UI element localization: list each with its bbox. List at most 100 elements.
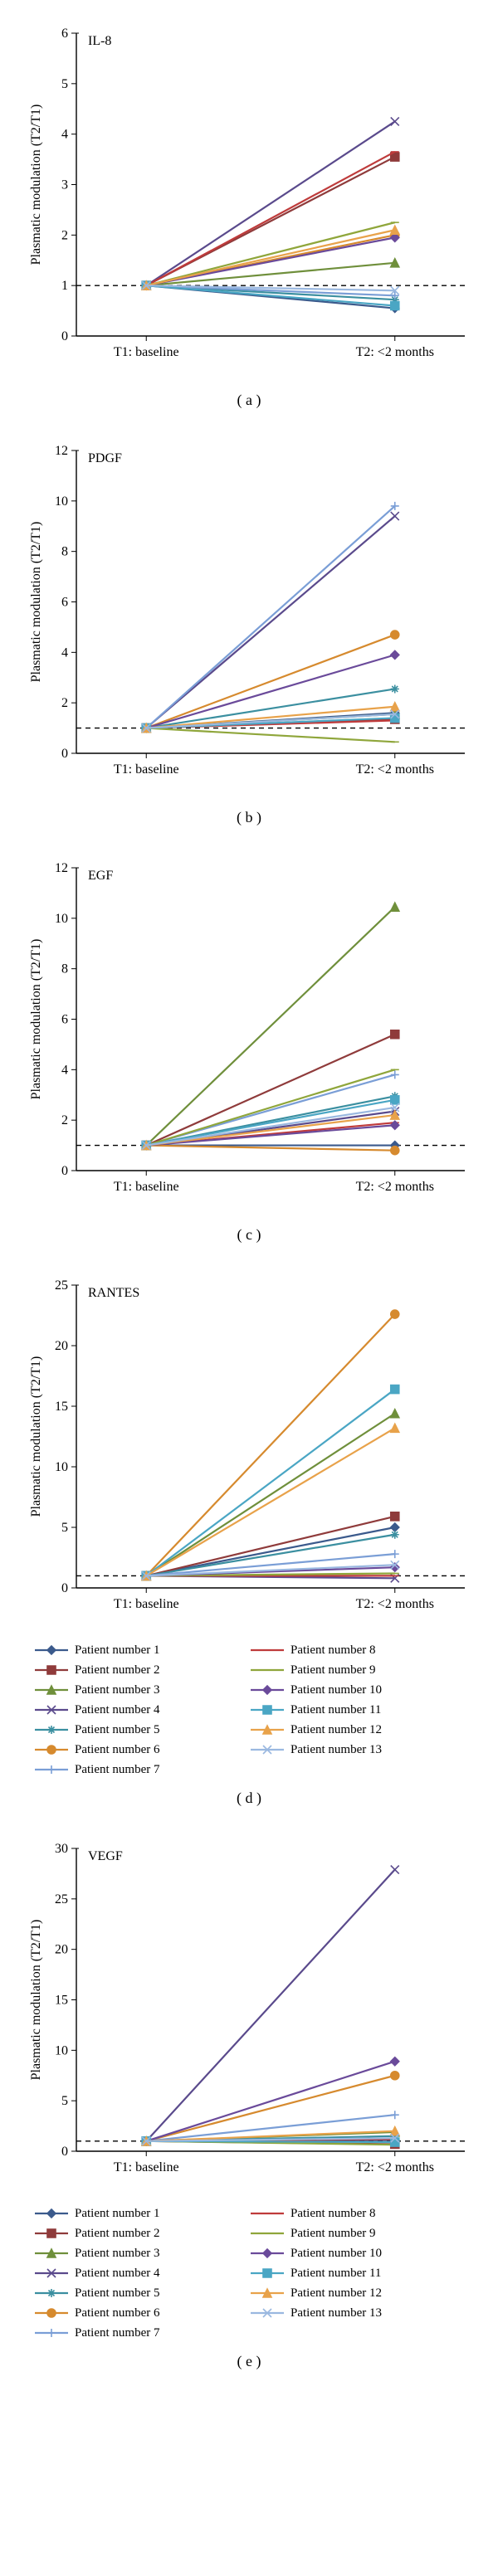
chart-title: EGF bbox=[88, 869, 113, 883]
svg-text:0: 0 bbox=[61, 329, 68, 343]
chart-d: 0510152025T1: baselineT2: <2 monthsPlasm… bbox=[17, 1269, 481, 1634]
legend-label: Patient number 5 bbox=[75, 1723, 159, 1737]
legend-label: Patient number 8 bbox=[290, 1643, 375, 1658]
legend-label: Patient number 7 bbox=[75, 1763, 159, 1777]
chart-a: 0123456T1: baselineT2: <2 monthsPlasmati… bbox=[17, 17, 481, 382]
xtick-t2: T2: <2 months bbox=[356, 345, 434, 359]
xtick-t2: T2: <2 months bbox=[356, 1180, 434, 1194]
svg-text:25: 25 bbox=[55, 1892, 68, 1906]
svg-text:5: 5 bbox=[61, 2094, 68, 2108]
svg-text:10: 10 bbox=[55, 2043, 68, 2057]
legend-label: Patient number 4 bbox=[75, 2267, 159, 2281]
chart-wrap-e: 051015202530T1: baselineT2: <2 monthsPla… bbox=[17, 1832, 481, 2197]
legend-label: Patient number 2 bbox=[75, 1663, 159, 1678]
svg-text:5: 5 bbox=[61, 1521, 68, 1535]
svg-text:0: 0 bbox=[61, 2145, 68, 2159]
legend-item-11: Patient number 11 bbox=[249, 1700, 465, 1720]
caption-d: ( d ) bbox=[8, 1790, 490, 1807]
svg-text:2: 2 bbox=[61, 696, 68, 710]
svg-text:4: 4 bbox=[61, 128, 68, 142]
svg-text:25: 25 bbox=[55, 1278, 68, 1293]
xtick-t1: T1: baseline bbox=[114, 762, 179, 777]
legend-label: Patient number 10 bbox=[290, 1683, 382, 1697]
xtick-t1: T1: baseline bbox=[114, 1597, 179, 1611]
legend-label: Patient number 9 bbox=[290, 2227, 375, 2241]
legend-item-12: Patient number 12 bbox=[249, 1720, 465, 1740]
svg-text:2: 2 bbox=[61, 1113, 68, 1127]
legend-label: Patient number 12 bbox=[290, 1723, 382, 1737]
xtick-t1: T1: baseline bbox=[114, 2160, 179, 2174]
chart-title: IL-8 bbox=[88, 34, 111, 48]
svg-text:0: 0 bbox=[61, 1581, 68, 1595]
legend-item-3: Patient number 3 bbox=[33, 2243, 249, 2263]
xtick-t1: T1: baseline bbox=[114, 1180, 179, 1194]
ylabel: Plasmatic modulation (T2/T1) bbox=[29, 105, 43, 265]
legend-item-4: Patient number 4 bbox=[33, 2263, 249, 2283]
legend-label: Patient number 10 bbox=[290, 2247, 382, 2261]
xtick-t2: T2: <2 months bbox=[356, 762, 434, 777]
svg-text:8: 8 bbox=[61, 545, 68, 559]
legend-item-10: Patient number 10 bbox=[249, 1680, 465, 1700]
legend-item-11: Patient number 11 bbox=[249, 2263, 465, 2283]
legend-label: Patient number 1 bbox=[75, 1643, 159, 1658]
legend-item-8: Patient number 8 bbox=[249, 2203, 465, 2223]
chart-b: 024681012T1: baselineT2: <2 monthsPlasma… bbox=[17, 434, 481, 799]
chart-title: PDGF bbox=[88, 451, 122, 465]
chart-title: VEGF bbox=[88, 1849, 123, 1863]
legend-item-13: Patient number 13 bbox=[249, 2303, 465, 2323]
chart-e: 051015202530T1: baselineT2: <2 monthsPla… bbox=[17, 1832, 481, 2197]
svg-text:0: 0 bbox=[61, 1164, 68, 1178]
svg-text:20: 20 bbox=[55, 1339, 68, 1353]
legend-label: Patient number 9 bbox=[290, 1663, 375, 1678]
svg-text:5: 5 bbox=[61, 77, 68, 91]
legend-label: Patient number 4 bbox=[75, 1703, 159, 1717]
chart-wrap-a: 0123456T1: baselineT2: <2 monthsPlasmati… bbox=[17, 17, 481, 382]
legend-item-13: Patient number 13 bbox=[249, 1740, 465, 1760]
ylabel: Plasmatic modulation (T2/T1) bbox=[29, 939, 43, 1100]
legend-label: Patient number 13 bbox=[290, 1743, 382, 1757]
legend-item-6: Patient number 6 bbox=[33, 2303, 249, 2323]
legend-item-1: Patient number 1 bbox=[33, 2203, 249, 2223]
chart-wrap-b: 024681012T1: baselineT2: <2 monthsPlasma… bbox=[17, 434, 481, 799]
legend-item-5: Patient number 5 bbox=[33, 2283, 249, 2303]
svg-text:4: 4 bbox=[61, 645, 68, 660]
caption-c: ( c ) bbox=[8, 1226, 490, 1244]
ylabel: Plasmatic modulation (T2/T1) bbox=[29, 522, 43, 683]
legend-item-12: Patient number 12 bbox=[249, 2283, 465, 2303]
ylabel: Plasmatic modulation (T2/T1) bbox=[29, 1920, 43, 2081]
legend-label: Patient number 7 bbox=[75, 2326, 159, 2340]
svg-text:10: 10 bbox=[55, 912, 68, 926]
legend-item-7: Patient number 7 bbox=[33, 2323, 249, 2343]
legend: Patient number 1Patient number 2Patient … bbox=[33, 2203, 465, 2343]
chart-title: RANTES bbox=[88, 1286, 139, 1300]
legend-item-1: Patient number 1 bbox=[33, 1640, 249, 1660]
legend-item-3: Patient number 3 bbox=[33, 1680, 249, 1700]
legend-item-2: Patient number 2 bbox=[33, 2223, 249, 2243]
legend-label: Patient number 8 bbox=[290, 2207, 375, 2221]
legend: Patient number 1 Patient number 2 Patient … bbox=[33, 1640, 465, 1780]
legend-label: Patient number 12 bbox=[290, 2286, 382, 2301]
chart-wrap-c: 024681012T1: baselineT2: <2 monthsPlasma… bbox=[17, 851, 481, 1216]
svg-text:1: 1 bbox=[61, 279, 68, 293]
legend-label: Patient number 1 bbox=[75, 2207, 159, 2221]
legend-label: Patient number 5 bbox=[75, 2286, 159, 2301]
caption-e: ( e ) bbox=[8, 2353, 490, 2370]
legend-item-8: Patient number 8 bbox=[249, 1640, 465, 1660]
svg-text:12: 12 bbox=[55, 444, 68, 458]
svg-text:0: 0 bbox=[61, 747, 68, 761]
chart-c: 024681012T1: baselineT2: <2 monthsPlasma… bbox=[17, 851, 481, 1216]
legend-item-9: Patient number 9 bbox=[249, 1660, 465, 1680]
svg-text:6: 6 bbox=[61, 1013, 68, 1027]
svg-text:8: 8 bbox=[61, 962, 68, 976]
xtick-t2: T2: <2 months bbox=[356, 2160, 434, 2174]
svg-text:10: 10 bbox=[55, 1460, 68, 1474]
legend-item-7: Patient number 7 bbox=[33, 1760, 249, 1780]
legend-item-10: Patient number 10 bbox=[249, 2243, 465, 2263]
svg-text:12: 12 bbox=[55, 861, 68, 875]
svg-text:3: 3 bbox=[61, 178, 68, 192]
chart-wrap-d: 0510152025T1: baselineT2: <2 monthsPlasm… bbox=[17, 1269, 481, 1634]
legend-label: Patient number 3 bbox=[75, 1683, 159, 1697]
legend-label: Patient number 6 bbox=[75, 2306, 159, 2320]
svg-text:30: 30 bbox=[55, 1842, 68, 1856]
svg-text:15: 15 bbox=[55, 1994, 68, 2008]
